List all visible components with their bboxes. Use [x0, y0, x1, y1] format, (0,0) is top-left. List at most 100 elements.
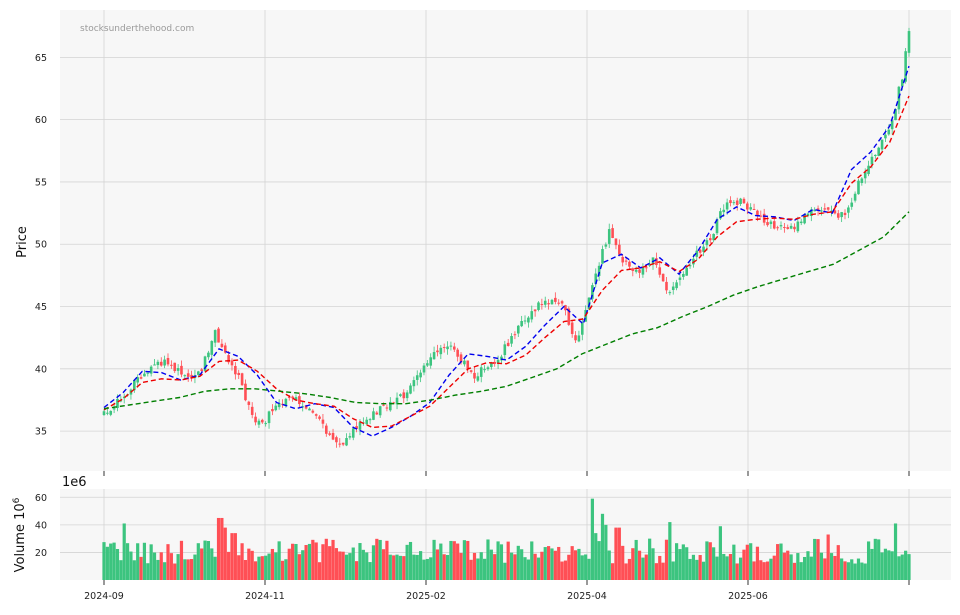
volume-bar: [156, 559, 160, 580]
candle-body: [607, 229, 611, 244]
volume-bar: [287, 548, 291, 580]
volume-bar: [607, 550, 611, 580]
candle-body: [261, 419, 264, 423]
candle-body: [658, 267, 662, 275]
volume-bar: [567, 554, 571, 580]
candle-body: [678, 277, 682, 280]
volume-bar: [779, 543, 783, 580]
volume-bar: [449, 540, 453, 580]
candle-body: [752, 208, 756, 210]
candle-body: [301, 406, 305, 408]
volume-bar: [880, 552, 884, 580]
candle-body: [887, 129, 891, 135]
candle-body: [655, 258, 658, 266]
candle-body: [388, 401, 392, 411]
candle-body: [540, 304, 544, 306]
candle-body: [365, 419, 369, 425]
candle-body: [550, 299, 554, 305]
volume-bar: [253, 561, 258, 580]
volume-bar: [200, 548, 204, 580]
candle-body: [759, 215, 763, 217]
volume-bar: [139, 556, 143, 580]
candle-body: [254, 416, 257, 423]
volume-bar: [661, 562, 665, 580]
candle-body: [116, 398, 119, 409]
candle-body: [884, 134, 887, 139]
candle-body: [574, 335, 577, 341]
candle-body: [867, 165, 870, 175]
volume-bar: [634, 539, 638, 580]
volume-bar: [823, 558, 827, 580]
volume-bar: [388, 554, 392, 580]
candle-body: [776, 227, 779, 229]
candle-body: [810, 209, 813, 217]
volume-bar: [866, 541, 871, 580]
volume-bar: [109, 543, 113, 580]
candle-body: [210, 341, 214, 355]
candle-body: [318, 416, 321, 419]
candle-body: [604, 244, 608, 247]
candle-body: [860, 178, 864, 184]
volume-bar: [577, 548, 581, 580]
volume-bar: [728, 554, 733, 580]
volume-bar: [466, 540, 470, 580]
volume-bar: [658, 555, 662, 580]
volume-bar: [688, 558, 692, 580]
volume-bar: [681, 544, 685, 580]
volume-y-ticks: 20 40 60: [35, 493, 47, 559]
volume-bar: [297, 554, 301, 580]
volume-bar: [385, 540, 389, 580]
candle-body: [597, 265, 601, 276]
volume-bar: [445, 555, 450, 580]
candle-body: [422, 365, 426, 373]
x-tick-label: 2025-06: [728, 591, 768, 602]
candle-body: [520, 321, 523, 327]
volume-bar: [900, 554, 904, 580]
candle-body: [314, 414, 318, 416]
candle-body: [311, 410, 315, 413]
candle-body: [644, 267, 648, 269]
candle-body: [746, 203, 749, 210]
candle-body: [756, 210, 759, 216]
volume-bar: [604, 524, 608, 580]
candle-body: [473, 372, 476, 379]
volume-bar: [664, 539, 669, 580]
volume-bar: [765, 561, 770, 580]
volume-bar: [317, 562, 322, 580]
volume-bar: [833, 555, 837, 580]
candle-body: [230, 360, 234, 366]
volume-bar: [749, 543, 753, 580]
volume-bar: [587, 558, 591, 580]
candle-body: [409, 385, 412, 394]
candle-body: [122, 396, 126, 399]
candle-body: [513, 334, 517, 336]
candle-body: [907, 31, 911, 53]
candle-body: [783, 227, 786, 229]
volume-bar: [220, 517, 224, 580]
volume-bar: [264, 555, 268, 580]
candle-body: [159, 361, 163, 366]
volume-bar: [907, 554, 911, 580]
volume-bar: [173, 563, 177, 580]
volume-bar: [516, 545, 520, 580]
candle-body: [537, 302, 540, 310]
candle-body: [880, 139, 884, 150]
candle-body: [833, 210, 837, 214]
price-tick-label: 40: [35, 364, 47, 375]
candle-body: [739, 198, 742, 204]
candle-body: [348, 436, 352, 438]
candle-body: [601, 249, 604, 264]
volume-bar: [247, 548, 251, 580]
candle-body: [621, 256, 625, 263]
volume-bar: [439, 543, 443, 580]
candle-body: [234, 365, 237, 375]
candle-body: [702, 246, 705, 252]
price-tick-label: 35: [35, 427, 47, 438]
volume-bar: [584, 554, 588, 580]
price-tick-label: 45: [35, 302, 47, 313]
volume-bar: [486, 539, 490, 580]
candle-body: [217, 328, 220, 343]
volume-bar: [806, 551, 810, 580]
candle-body: [641, 267, 645, 275]
